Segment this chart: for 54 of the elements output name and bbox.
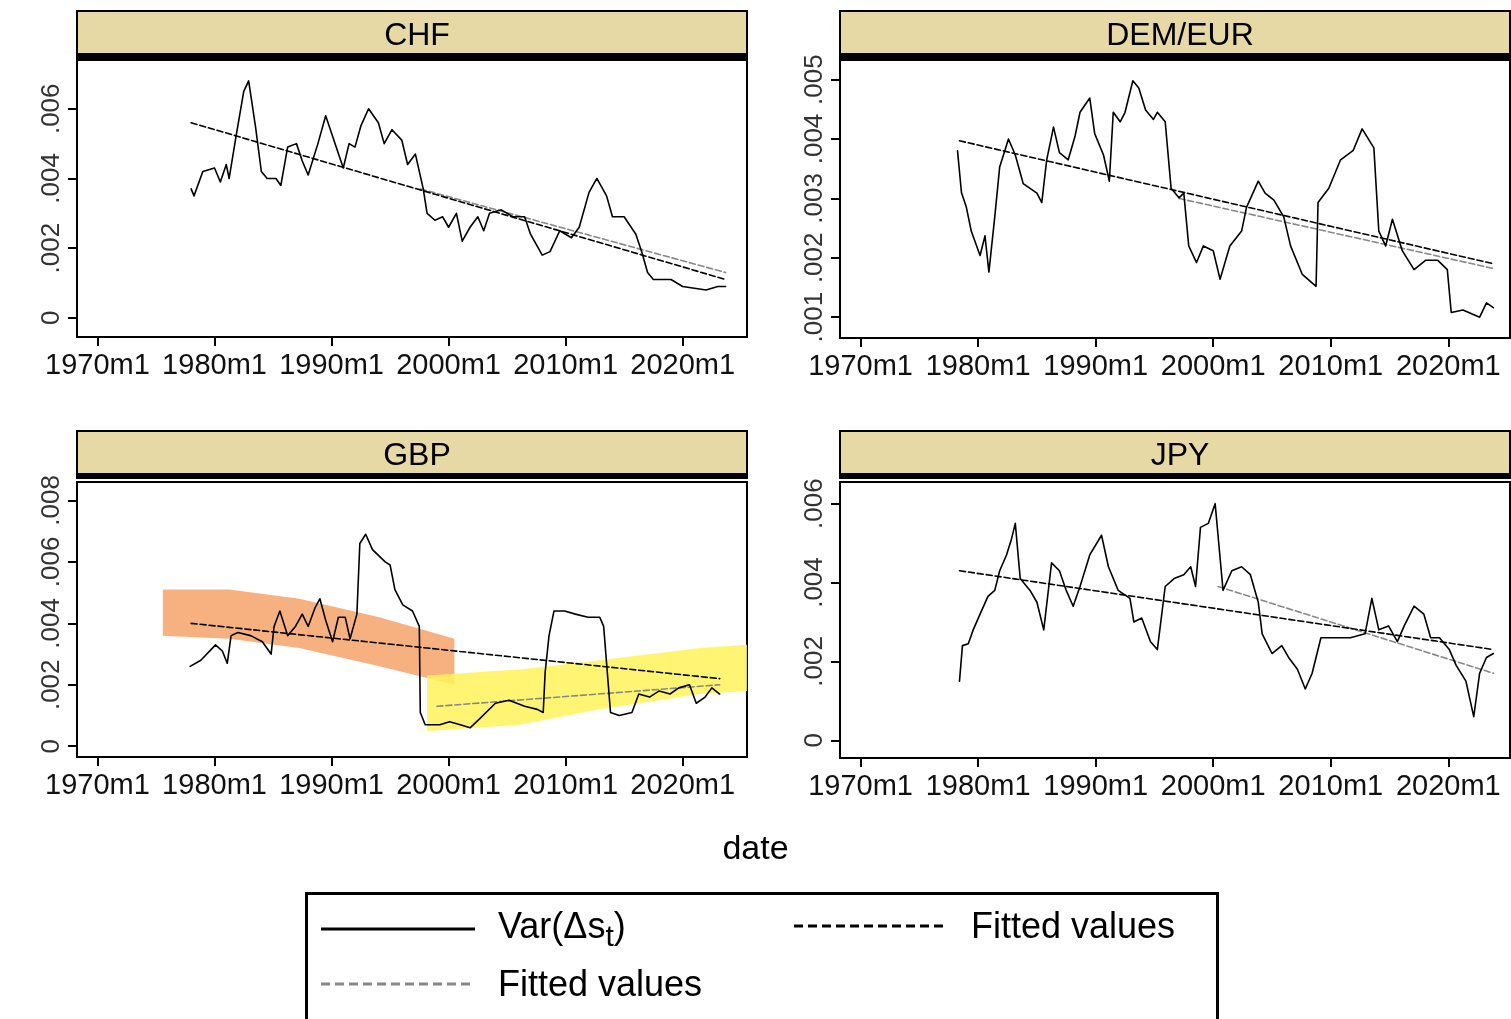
x-tick-label: 2010m1 [1278,348,1384,381]
x-tick-label: 1990m1 [279,347,384,380]
y-tick-label: .004 [798,113,828,165]
x-tick-label: 2010m1 [1278,768,1384,801]
chart-title: DEM/EUR [1106,16,1254,52]
x-tick-label: 2000m1 [1160,348,1266,381]
x-tick-label: 2000m1 [1160,768,1266,801]
y-tick-label: 0 [798,733,828,748]
line-series [956,79,1495,319]
y-tick-label: 0 [35,310,65,326]
x-tick-label: 2020m1 [1395,768,1501,801]
x-tick-label: 1980m1 [162,347,267,380]
y-tick-label: .002 [798,232,828,284]
line-series [958,502,1495,718]
legend-label: Fitted values [498,963,703,1005]
chart-title: JPY [1150,436,1210,472]
x-tick-label: 2000m1 [396,767,501,800]
y-tick-label: .002 [798,636,828,687]
y-tick-label: .003 [798,173,828,224]
x-tick-label: 1970m1 [808,768,913,801]
x-tick-label: 1980m1 [925,348,1031,381]
x-tick-label: 1990m1 [279,767,384,800]
y-tick-label: .004 [35,153,65,204]
x-axis-title: date [721,828,790,867]
y-tick-label: .006 [35,536,65,588]
x-tick-label: 2010m1 [513,767,619,800]
x-tick-label: 1970m1 [45,347,150,380]
y-tick-label: .001 [798,291,828,343]
legend-label: Fitted values [971,905,1176,947]
y-tick-label: .006 [35,83,65,135]
x-tick-label: 2000m1 [396,347,501,380]
x-tick-label: 2020m1 [630,767,736,800]
y-tick-label: .004 [35,598,65,649]
line-series [189,533,721,729]
x-tick-label: 1990m1 [1043,768,1149,801]
y-tick-label: 0 [35,739,65,754]
y-tick-label: .005 [798,54,828,105]
y-tick-label: .006 [798,478,828,529]
y-tick-label: .002 [35,222,65,274]
y-tick-label: .002 [35,659,65,711]
x-tick-label: 2010m1 [513,347,619,380]
x-tick-label: 2020m1 [630,347,736,380]
x-tick-label: 1980m1 [925,768,1031,801]
x-tick-label: 1980m1 [162,767,267,800]
y-tick-label: .004 [798,557,828,608]
x-tick-label: 2020m1 [1395,348,1501,381]
legend-label: Var(Δs$_{t}$) [498,905,626,954]
x-tick-label: 1970m1 [808,348,913,381]
chart-title: GBP [383,436,451,472]
x-tick-label: 1990m1 [1043,348,1149,381]
chart-title: CHF [384,16,450,52]
line-series [190,80,727,291]
x-tick-label: 1970m1 [45,767,150,800]
y-tick-label: .008 [35,475,65,526]
